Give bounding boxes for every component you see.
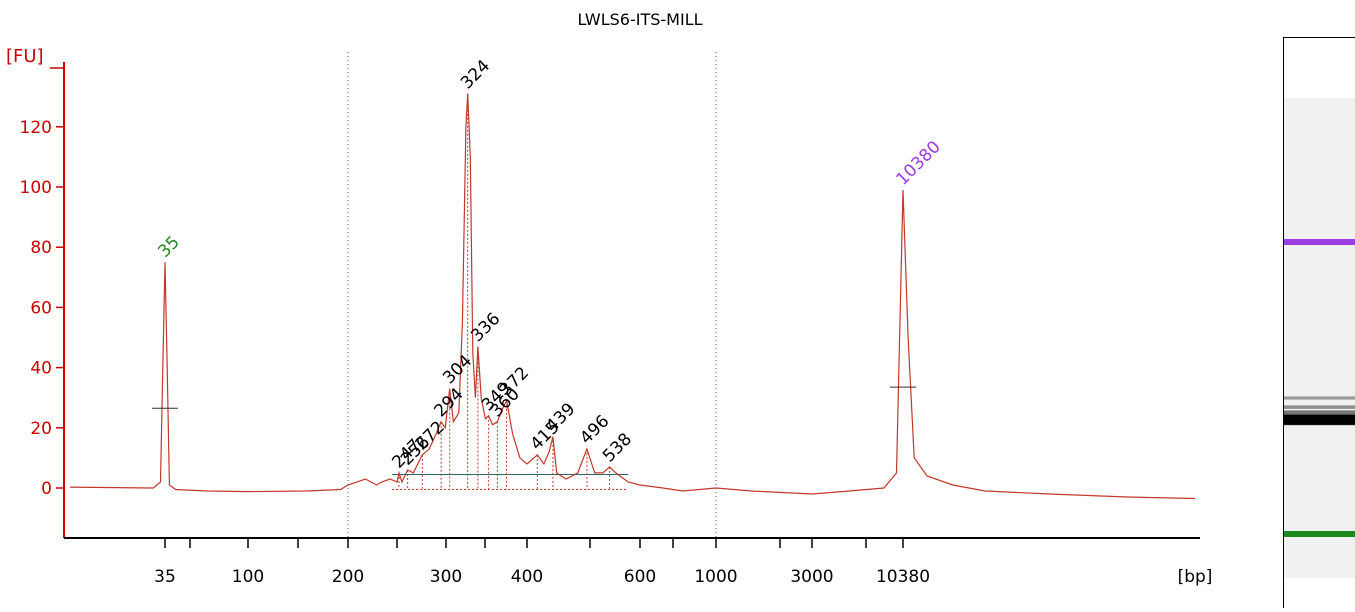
y-tick-label: 0 xyxy=(41,479,52,499)
peak-label: 10380 xyxy=(892,137,944,189)
x-tick-label: 10380 xyxy=(876,567,930,587)
gel-band xyxy=(1284,405,1355,409)
y-tick-label: 20 xyxy=(30,419,52,439)
chart-title: LWLS6-ITS-MILL xyxy=(577,10,703,29)
gel-lane xyxy=(1283,37,1355,608)
peak-label: 35 xyxy=(154,232,183,261)
gel-lane-image xyxy=(1284,98,1355,578)
gel-band xyxy=(1284,420,1355,426)
gel-band xyxy=(1284,239,1355,245)
peak-label: 294 xyxy=(431,384,468,421)
x-tick-label: 200 xyxy=(332,567,364,587)
trace-line xyxy=(69,93,1196,500)
x-tick-label: 300 xyxy=(430,567,462,587)
y-tick-label: 100 xyxy=(20,178,52,198)
gel-band xyxy=(1284,396,1355,400)
peak-label: 304 xyxy=(439,351,476,388)
x-tick-label: 35 xyxy=(154,567,176,587)
x-tick-label: 100 xyxy=(232,567,264,587)
electropherogram-chart: [FU] 0 20 40 60 80 100 120 35 100 200 300 400 600 1000… xyxy=(6,46,1213,587)
peak-label: 538 xyxy=(599,429,636,466)
y-tick-label: 40 xyxy=(30,359,52,379)
gel-background xyxy=(1284,98,1355,578)
x-tick-label: 3000 xyxy=(790,567,833,587)
y-axis-label: [FU] xyxy=(6,46,44,67)
x-tick-label: 400 xyxy=(511,567,543,587)
y-tick-label: 60 xyxy=(30,298,52,318)
peak-label: 324 xyxy=(457,56,494,93)
gel-band xyxy=(1284,531,1355,537)
x-tick-label: 1000 xyxy=(694,567,737,587)
x-axis-label: [bp] xyxy=(1178,567,1213,587)
gel-band xyxy=(1284,414,1355,422)
x-tick-label: 600 xyxy=(624,567,656,587)
y-tick-label: 80 xyxy=(30,238,52,258)
y-tick-label: 120 xyxy=(20,118,52,138)
gel-band xyxy=(1284,410,1355,416)
